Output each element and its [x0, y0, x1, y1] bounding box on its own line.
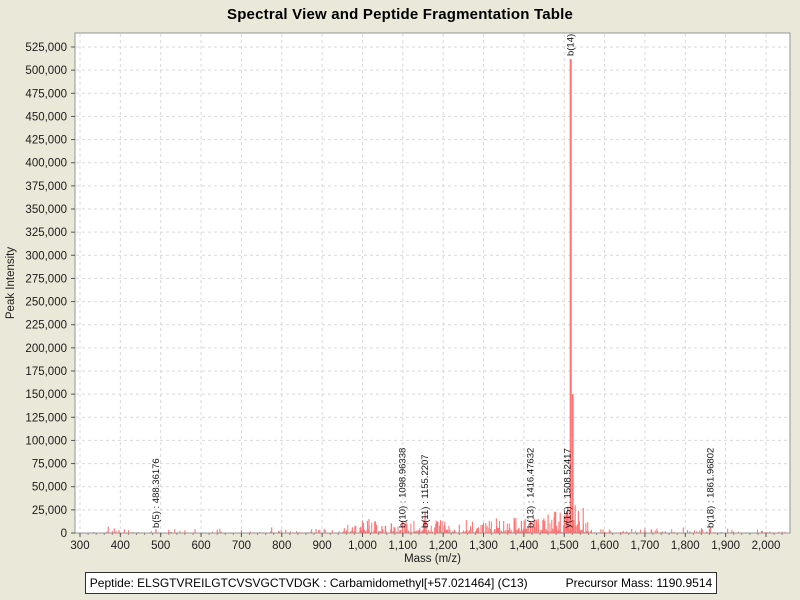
svg-text:125,000: 125,000: [25, 412, 67, 424]
svg-text:450,000: 450,000: [25, 111, 67, 123]
fragment-peak-label: b(10) : 1098.96338: [397, 448, 408, 528]
svg-text:275,000: 275,000: [25, 273, 67, 285]
svg-text:600: 600: [191, 540, 210, 552]
svg-text:1,100: 1,100: [388, 540, 417, 552]
peptide-info-bar: Peptide: ELSGTVREILGTCVSVGCTVDGK : Carba…: [85, 572, 717, 594]
fragment-peak-label: b(5) : 488.36176: [151, 458, 162, 528]
svg-text:150,000: 150,000: [25, 389, 67, 401]
svg-text:300,000: 300,000: [25, 250, 67, 262]
svg-text:425,000: 425,000: [25, 135, 67, 147]
svg-text:700: 700: [232, 540, 251, 552]
axis-ticks: [71, 46, 783, 537]
svg-text:1,600: 1,600: [590, 540, 619, 552]
x-axis-label: Mass (m/z): [404, 553, 461, 565]
svg-text:400,000: 400,000: [25, 158, 67, 170]
chart-title: Spectral View and Peptide Fragmentation …: [226, 6, 574, 23]
fragment-peak-label: b(18) : 1861.96802: [705, 448, 716, 528]
svg-text:250,000: 250,000: [25, 297, 67, 309]
svg-text:50,000: 50,000: [32, 482, 67, 494]
spectral-chart: 300 400 500 600 700 800 900 1,000 1,100 1,200 1,30…: [5, 32, 791, 565]
svg-text:1,700: 1,700: [631, 540, 660, 552]
svg-text:900: 900: [313, 540, 332, 552]
svg-text:1,400: 1,400: [509, 540, 538, 552]
minor-peaks: [107, 394, 729, 533]
svg-text:1,000: 1,000: [348, 540, 377, 552]
svg-text:350,000: 350,000: [25, 204, 67, 216]
svg-text:800: 800: [272, 540, 291, 552]
svg-text:500: 500: [151, 540, 170, 552]
svg-text:1,500: 1,500: [550, 540, 579, 552]
y-axis-label: Peak Intensity: [5, 247, 17, 319]
svg-text:375,000: 375,000: [25, 181, 67, 193]
svg-text:75,000: 75,000: [32, 459, 67, 471]
svg-text:2,000: 2,000: [752, 540, 781, 552]
svg-text:100,000: 100,000: [25, 435, 67, 447]
svg-text:525,000: 525,000: [25, 42, 67, 54]
y-tick-labels: 0 25,000 50,000 75,000 100,000 125,000 150,000…: [25, 42, 67, 540]
svg-text:1,200: 1,200: [429, 540, 458, 552]
svg-text:400: 400: [111, 540, 130, 552]
fragment-peak-labels: b(5) : 488.36176 b(10) : 1098.96338 b(11) …: [151, 34, 716, 528]
svg-text:300: 300: [70, 540, 89, 552]
axis-titles: Mass (m/z) Peak Intensity: [5, 247, 461, 565]
gridlines: [76, 34, 789, 532]
svg-text:225,000: 225,000: [25, 320, 67, 332]
plot-area: [74, 32, 791, 534]
fragment-peaks: [155, 59, 711, 533]
svg-text:1,800: 1,800: [671, 540, 700, 552]
fragment-peak-label: b(11) : 1155.2207: [420, 454, 431, 528]
fragment-peak-label: b(14): [566, 34, 577, 56]
svg-text:175,000: 175,000: [25, 366, 67, 378]
svg-text:1,900: 1,900: [711, 540, 740, 552]
svg-text:475,000: 475,000: [25, 88, 67, 100]
svg-text:0: 0: [61, 528, 67, 540]
svg-text:25,000: 25,000: [32, 505, 67, 517]
svg-text:325,000: 325,000: [25, 227, 67, 239]
fragment-peak-label: b(13) : 1416.47632: [526, 448, 537, 528]
svg-text:200,000: 200,000: [25, 343, 67, 355]
peptide-label: Peptide: ELSGTVREILGTCVSVGCTVDGK : Carba…: [89, 576, 528, 590]
svg-text:1,300: 1,300: [469, 540, 498, 552]
precursor-mass-label: Precursor Mass: 1190.9514: [565, 576, 713, 590]
x-tick-labels: 300 400 500 600 700 800 900 1,000 1,100 1,200 1,30…: [70, 540, 780, 552]
svg-text:500,000: 500,000: [25, 65, 67, 77]
fragment-peak-label: y(15) : 1508.52417: [563, 448, 574, 528]
